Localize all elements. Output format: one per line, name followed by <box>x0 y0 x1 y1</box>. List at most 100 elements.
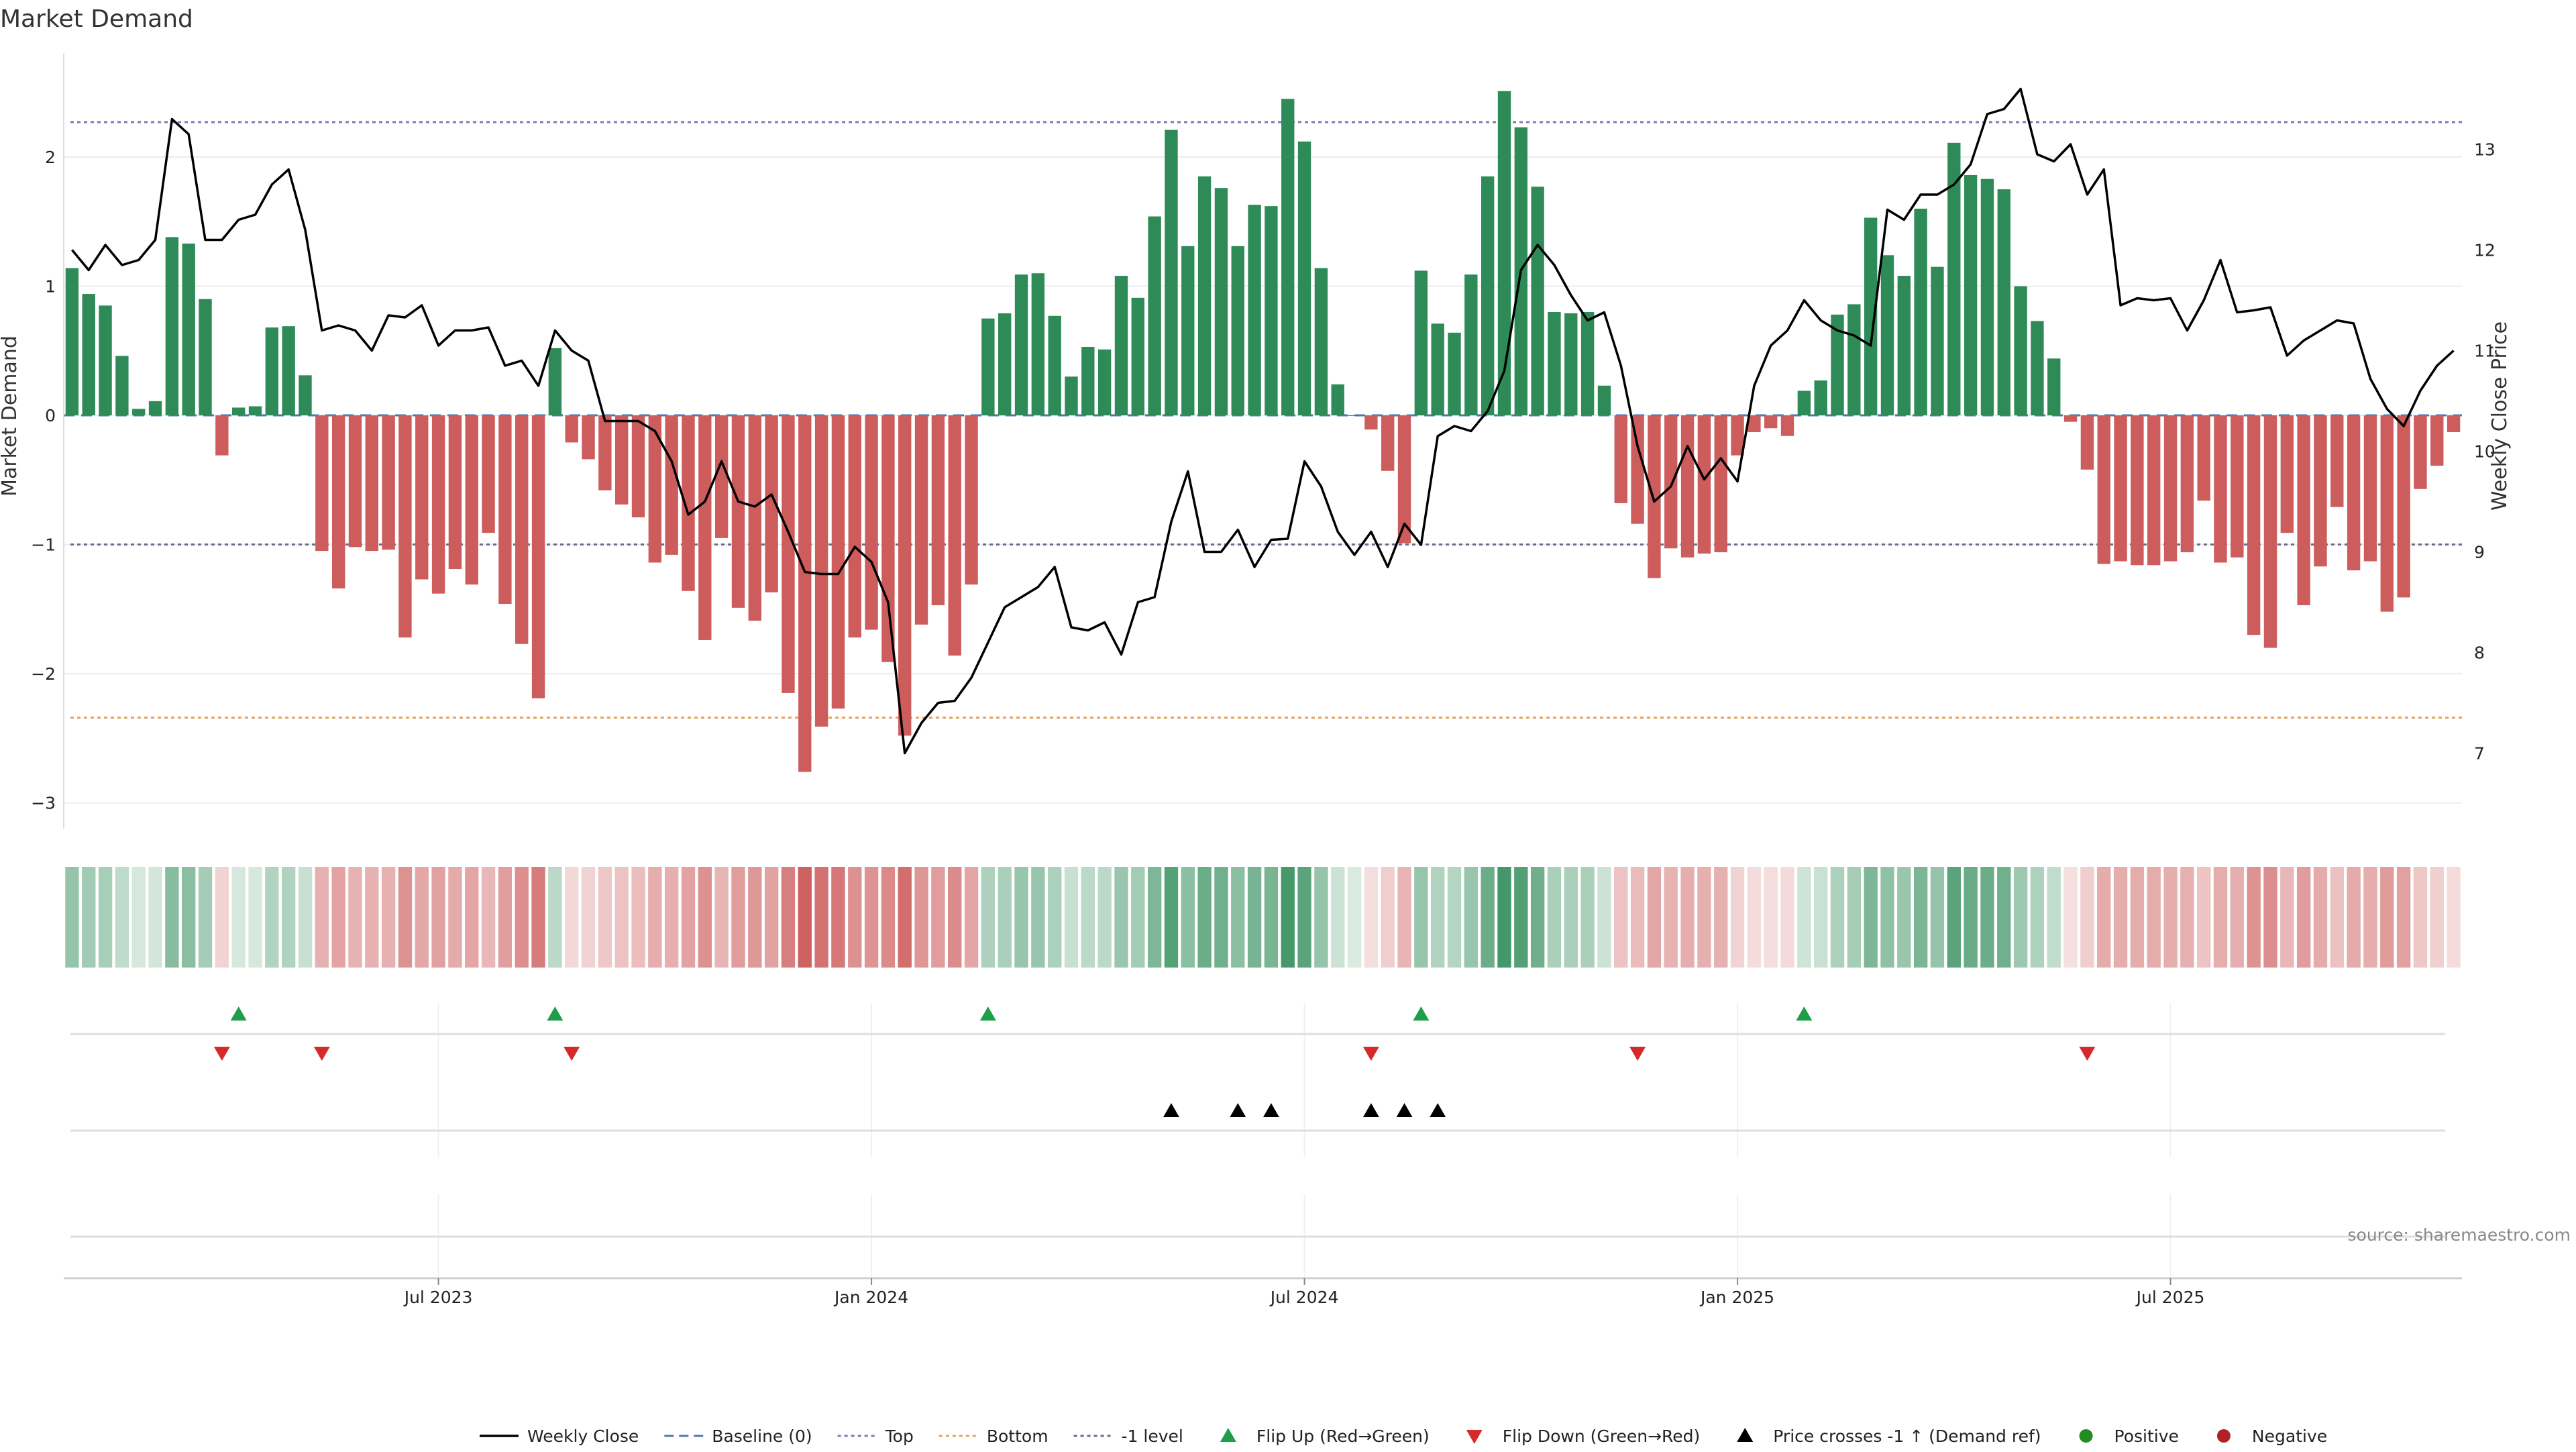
demand-bar <box>99 305 112 415</box>
heatmap-cell <box>1880 867 1894 968</box>
heatmap-cell <box>1580 867 1595 968</box>
demand-bar <box>765 415 778 592</box>
demand-bar <box>865 415 878 630</box>
legend-weekly-close-label: Weekly Close <box>527 1427 639 1446</box>
flip-down-marker <box>564 1047 580 1061</box>
heatmap-cell <box>981 867 996 968</box>
legend-baseline-label: Baseline (0) <box>712 1427 812 1446</box>
heatmap-cell <box>798 867 812 968</box>
flip-up-marker <box>1413 1006 1430 1021</box>
heatmap-cell <box>664 867 679 968</box>
heatmap-cell <box>281 867 296 968</box>
price-cross-marker <box>1263 1103 1279 1117</box>
demand-bar <box>931 415 945 605</box>
heatmap-cell <box>1347 867 1362 968</box>
demand-bar <box>2380 415 2394 612</box>
heatmap-cell <box>2280 867 2294 968</box>
heatmap-cell <box>182 867 196 968</box>
demand-bar <box>2214 415 2227 563</box>
heatmap-cell <box>764 867 779 968</box>
heatmap-cell <box>1197 867 1212 968</box>
demand-bar <box>182 243 195 415</box>
demand-bar <box>365 415 378 552</box>
demand-bar <box>1265 206 1278 415</box>
demand-bar <box>1914 209 1927 415</box>
price-series <box>71 87 2455 755</box>
demand-bar <box>1864 217 1878 415</box>
heatmap-cell <box>2013 867 2028 968</box>
demand-bar <box>981 318 995 415</box>
heatmap-cell <box>1014 867 1028 968</box>
demand-bar <box>1814 380 1827 415</box>
heatmap-cell <box>1913 867 1928 968</box>
demand-bar <box>199 299 212 415</box>
demand-bar <box>265 327 279 415</box>
legend-swatch <box>1737 1428 1754 1442</box>
heatmap-cell <box>881 867 896 968</box>
demand-bar <box>65 268 79 415</box>
heatmap-cell <box>2296 867 2311 968</box>
demand-bars <box>65 91 2461 772</box>
heatmap-cell <box>298 867 313 968</box>
heatmap-cell <box>465 867 479 968</box>
legend-flip-down-label: Flip Down (Green→Red) <box>1503 1427 1701 1446</box>
y-tick-label: −1 <box>31 535 56 555</box>
demand-bar <box>315 415 329 552</box>
heatmap-cell <box>1714 867 1728 968</box>
heatmap-cell <box>2430 867 2444 968</box>
heatmap-cell <box>1430 867 1445 968</box>
legend-positive-label: Positive <box>2114 1427 2179 1446</box>
flip-up-marker <box>547 1006 564 1021</box>
demand-bar <box>2163 415 2178 562</box>
heatmap-cell <box>1830 867 1845 968</box>
demand-bar <box>1797 391 1811 415</box>
demand-bar <box>1947 142 1961 415</box>
heatmap-cell <box>1397 867 1411 968</box>
demand-bar <box>1731 415 1744 456</box>
heatmap-cell <box>265 867 279 968</box>
demand-bar <box>2280 415 2294 533</box>
demand-bar <box>1964 174 1978 415</box>
flip-up-marker <box>979 1006 996 1021</box>
heatmap-cell <box>498 867 513 968</box>
demand-bar <box>1131 297 1144 415</box>
flip-down-marker <box>2079 1047 2096 1061</box>
heatmap-cell <box>814 867 828 968</box>
demand-bar <box>1548 312 1561 415</box>
demand-bar <box>398 415 412 638</box>
demand-bar <box>2097 415 2110 564</box>
heatmap-cell <box>1547 867 1562 968</box>
heatmap-cell <box>2180 867 2194 968</box>
demand-bar <box>1764 415 1778 429</box>
demand-bar <box>2197 415 2210 501</box>
demand-bar <box>1931 266 1944 415</box>
source-note: source: sharemaestro.com <box>2348 1225 2571 1245</box>
y2-tick-label: 12 <box>2474 241 2496 260</box>
legend-swatch <box>1466 1430 1483 1444</box>
y-tick-label: −3 <box>31 794 56 813</box>
demand-bar <box>165 237 179 415</box>
chart-title: Market Demand <box>0 5 193 33</box>
heatmap-cell <box>98 867 113 968</box>
demand-bar <box>748 415 761 621</box>
heatmap-cell <box>2447 867 2461 968</box>
demand-bar <box>2247 415 2261 635</box>
heatmap-cell <box>1481 867 1495 968</box>
demand-bar <box>2414 415 2427 489</box>
demand-bar <box>465 415 478 585</box>
heatmap-cell <box>2247 867 2261 968</box>
y2-tick-label: 7 <box>2474 744 2485 764</box>
heatmap-cell <box>115 867 129 968</box>
heatmap-cell <box>1747 867 1762 968</box>
demand-bar <box>515 415 529 644</box>
heatmap-cell <box>315 867 329 968</box>
heatmap-cell <box>1964 867 1978 968</box>
demand-bar <box>631 415 645 518</box>
demand-bar <box>1580 312 1595 415</box>
heatmap-cell <box>1764 867 1778 968</box>
demand-bar <box>1231 246 1244 415</box>
heatmap-cell <box>931 867 945 968</box>
heatmap-cell <box>2147 867 2161 968</box>
x-tick-label: Jul 2025 <box>2135 1288 2205 1307</box>
